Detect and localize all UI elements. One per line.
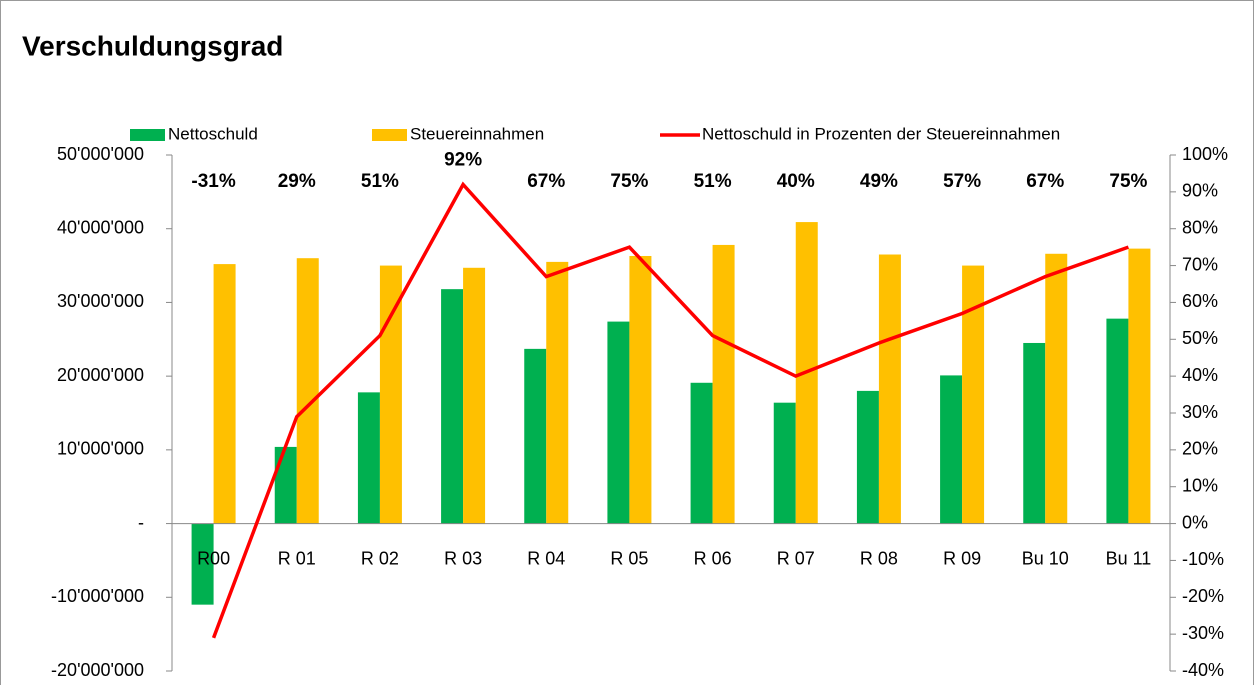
bar — [274, 446, 297, 524]
bar — [463, 267, 486, 524]
bar — [690, 382, 713, 524]
bar — [629, 255, 652, 524]
legend-label: Nettoschuld in Prozenten der Steuereinna… — [702, 124, 1060, 143]
y2-tick-label: 80% — [1182, 217, 1218, 237]
bar — [296, 258, 319, 524]
bar — [441, 289, 464, 524]
data-label: 29% — [278, 171, 316, 192]
x-tick-label: Bu 11 — [1106, 548, 1152, 568]
y2-tick-label: 40% — [1182, 365, 1218, 385]
y2-tick-label: 0% — [1182, 512, 1208, 532]
data-label: 40% — [777, 171, 815, 192]
x-tick-label: R 09 — [943, 548, 981, 568]
legend-swatch — [130, 129, 165, 141]
bar — [878, 254, 901, 524]
chart-title: Verschuldungsgrad — [22, 30, 283, 61]
data-label: 57% — [943, 171, 981, 192]
x-tick-label: Bu 10 — [1022, 548, 1069, 568]
bar — [607, 321, 630, 524]
data-label: 75% — [610, 171, 648, 192]
data-label: 92% — [444, 150, 482, 171]
y2-tick-label: 90% — [1182, 181, 1218, 201]
x-tick-label: R 05 — [610, 548, 648, 568]
y-tick-label: 40'000'000 — [57, 217, 144, 237]
bar — [773, 402, 796, 524]
bar — [1128, 248, 1151, 524]
bar — [1045, 253, 1068, 524]
y-tick-label: 10'000'000 — [57, 439, 144, 459]
y2-tick-label: -40% — [1182, 660, 1224, 680]
data-label: 49% — [860, 171, 898, 192]
y2-tick-label: -30% — [1182, 623, 1224, 643]
y-tick-label: - — [138, 512, 144, 532]
y2-tick-label: 60% — [1182, 291, 1218, 311]
x-tick-label: R 08 — [860, 548, 898, 568]
bar — [357, 392, 380, 524]
bar — [1106, 318, 1129, 524]
data-label: 51% — [694, 171, 732, 192]
data-label: 75% — [1109, 171, 1147, 192]
bar — [191, 523, 214, 605]
y-tick-label: 20'000'000 — [57, 365, 144, 385]
data-label: -31% — [191, 171, 235, 192]
bar — [546, 261, 569, 524]
bar — [379, 265, 402, 524]
y-tick-label: -20'000'000 — [51, 660, 144, 680]
bar — [712, 244, 735, 524]
bar — [856, 390, 879, 524]
bar — [940, 375, 963, 524]
y2-tick-label: 50% — [1182, 328, 1218, 348]
x-tick-label: R00 — [197, 548, 230, 568]
y2-tick-label: 70% — [1182, 254, 1218, 274]
bar — [213, 264, 236, 524]
y2-tick-label: 100% — [1182, 144, 1228, 164]
y-tick-label: -10'000'000 — [51, 586, 144, 606]
x-tick-label: R 01 — [278, 548, 316, 568]
y2-tick-label: -20% — [1182, 586, 1224, 606]
data-label: 67% — [527, 171, 565, 192]
data-label: 67% — [1026, 171, 1064, 192]
x-tick-label: R 07 — [777, 548, 815, 568]
legend-swatch — [372, 129, 407, 141]
x-tick-label: R 03 — [444, 548, 482, 568]
x-tick-label: R 06 — [694, 548, 732, 568]
data-label: 51% — [361, 171, 399, 192]
y-tick-label: 50'000'000 — [57, 144, 144, 164]
y2-tick-label: 10% — [1182, 475, 1218, 495]
bar — [1023, 342, 1046, 524]
x-tick-label: R 02 — [361, 548, 399, 568]
bar — [524, 348, 547, 524]
y2-tick-label: -10% — [1182, 549, 1224, 569]
line-series — [211, 181, 1130, 639]
legend-label: Steuereinnahmen — [410, 124, 544, 143]
x-tick-label: R 04 — [527, 548, 565, 568]
bar — [962, 265, 985, 524]
y2-tick-label: 30% — [1182, 402, 1218, 422]
y-tick-label: 30'000'000 — [57, 291, 144, 311]
legend-label: Nettoschuld — [168, 124, 258, 143]
y2-tick-label: 20% — [1182, 439, 1218, 459]
